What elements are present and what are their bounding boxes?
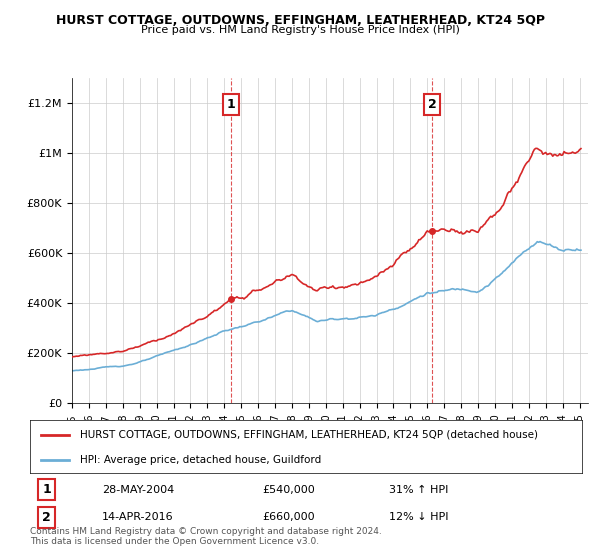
Text: Price paid vs. HM Land Registry's House Price Index (HPI): Price paid vs. HM Land Registry's House … (140, 25, 460, 35)
Text: 14-APR-2016: 14-APR-2016 (102, 512, 173, 522)
Text: £660,000: £660,000 (262, 512, 314, 522)
Text: 2: 2 (428, 98, 436, 111)
Text: 2: 2 (42, 511, 51, 524)
Text: 28-MAY-2004: 28-MAY-2004 (102, 484, 174, 494)
Text: £540,000: £540,000 (262, 484, 314, 494)
Text: HURST COTTAGE, OUTDOWNS, EFFINGHAM, LEATHERHEAD, KT24 5QP: HURST COTTAGE, OUTDOWNS, EFFINGHAM, LEAT… (56, 14, 545, 27)
Text: 12% ↓ HPI: 12% ↓ HPI (389, 512, 448, 522)
Text: HPI: Average price, detached house, Guildford: HPI: Average price, detached house, Guil… (80, 455, 321, 465)
Text: 31% ↑ HPI: 31% ↑ HPI (389, 484, 448, 494)
Text: Contains HM Land Registry data © Crown copyright and database right 2024.
This d: Contains HM Land Registry data © Crown c… (30, 526, 382, 546)
Text: HURST COTTAGE, OUTDOWNS, EFFINGHAM, LEATHERHEAD, KT24 5QP (detached house): HURST COTTAGE, OUTDOWNS, EFFINGHAM, LEAT… (80, 430, 538, 440)
Text: 1: 1 (42, 483, 51, 496)
Text: 1: 1 (227, 98, 236, 111)
